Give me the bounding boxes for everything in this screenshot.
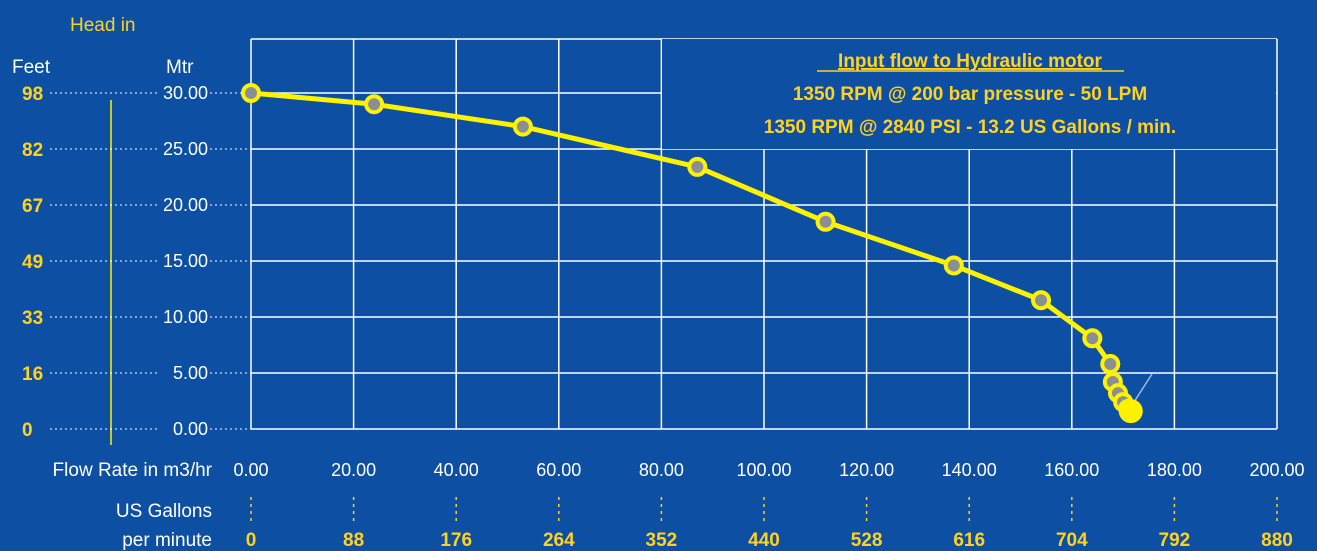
gpm-tick-label: 176 bbox=[440, 530, 472, 551]
feet-tick-label: 16 bbox=[22, 364, 43, 385]
data-point-marker bbox=[241, 83, 261, 103]
gpm-tick-label: 440 bbox=[748, 530, 780, 551]
gpm-tick-label: 264 bbox=[543, 530, 575, 551]
mtr-tick-label-bg bbox=[160, 139, 210, 159]
feet-tick-label: 0 bbox=[22, 420, 33, 441]
mtr-tick-label: 5.00 bbox=[173, 363, 208, 383]
series-layer bbox=[241, 83, 1143, 424]
x-tick-label: 200.00 bbox=[1249, 460, 1304, 480]
annotation-line-2: 1350 RPM @ 2840 PSI - 13.2 US Gallons / … bbox=[764, 117, 1176, 138]
flow-rate-axis-title: Flow Rate in m3/hr bbox=[53, 460, 213, 481]
mtr-tick-label-bg bbox=[160, 307, 210, 327]
feet-tick-label: 98 bbox=[22, 84, 43, 105]
annotation-line-1: 1350 RPM @ 200 bar pressure - 50 LPM bbox=[793, 84, 1147, 105]
gpm-tick-label: 880 bbox=[1261, 530, 1293, 551]
x-tick-label: 180.00 bbox=[1147, 460, 1202, 480]
gpm-tick-label: 352 bbox=[646, 530, 678, 551]
x-tick-label: 160.00 bbox=[1044, 460, 1099, 480]
data-point-marker bbox=[815, 211, 836, 232]
us-gallons-axis-title-line2: per minute bbox=[122, 530, 212, 551]
mtr-tick-label: 25.00 bbox=[163, 139, 208, 159]
mtr-tick-label: 15.00 bbox=[163, 251, 208, 271]
x-tick-label: 100.00 bbox=[736, 460, 791, 480]
mtr-tick-label-bg bbox=[160, 83, 210, 103]
x-tick-label: 0.00 bbox=[233, 460, 268, 480]
y-axis-ticks: 0.00 0 5.00 16 10.00 33 15.00 49 20.00 67 25.00 82 3… bbox=[22, 83, 210, 441]
head-in-label: Head in bbox=[70, 15, 136, 36]
feet-tick-label: 82 bbox=[22, 140, 43, 161]
data-point-marker bbox=[687, 156, 708, 177]
x-tick-label: 140.00 bbox=[942, 460, 997, 480]
x-tick-label: 40.00 bbox=[434, 460, 479, 480]
mtr-label: Mtr bbox=[166, 57, 194, 78]
x-axis-ticks: 0.00 0 20.00 88 40.00 176 60.00 264 80.00 352 100.… bbox=[233, 460, 1304, 551]
feet-tick-label: 49 bbox=[22, 252, 43, 273]
curve-end-leader bbox=[1133, 373, 1153, 403]
mtr-tick-label: 10.00 bbox=[163, 307, 208, 327]
x-tick-label: 20.00 bbox=[331, 460, 376, 480]
feet-label: Feet bbox=[12, 57, 51, 78]
gpm-tick-label: 616 bbox=[953, 530, 985, 551]
us-gallons-axis-title-line1: US Gallons bbox=[116, 501, 212, 522]
gpm-tick-label: 792 bbox=[1159, 530, 1191, 551]
data-point-marker bbox=[943, 255, 964, 276]
mtr-tick-label-bg bbox=[160, 251, 210, 271]
data-point-marker bbox=[1100, 354, 1121, 375]
feet-tick-label: 67 bbox=[22, 196, 43, 217]
gpm-tick-label: 704 bbox=[1056, 530, 1088, 551]
gpm-tick-label: 528 bbox=[851, 530, 883, 551]
annotation-box-mask bbox=[662, 39, 1276, 149]
x-tick-label: 120.00 bbox=[839, 460, 894, 480]
mtr-tick-label: 20.00 bbox=[163, 195, 208, 215]
mtr-tick-label-bg bbox=[160, 419, 210, 439]
feet-tick-label: 33 bbox=[22, 308, 43, 329]
mtr-tick-label-bg bbox=[160, 363, 210, 383]
mtr-tick-label-bg bbox=[160, 195, 210, 215]
mtr-tick-label: 30.00 bbox=[163, 83, 208, 103]
data-point-marker bbox=[1118, 399, 1143, 424]
data-point-marker bbox=[1031, 290, 1052, 311]
data-point-marker bbox=[512, 116, 533, 137]
x-tick-label: 60.00 bbox=[536, 460, 581, 480]
x-tick-label: 80.00 bbox=[639, 460, 684, 480]
gpm-tick-label: 0 bbox=[246, 530, 257, 551]
gpm-tick-label: 88 bbox=[343, 530, 364, 551]
data-point-marker bbox=[1082, 328, 1103, 349]
annotation-title: Input flow to Hydraulic motor bbox=[838, 51, 1102, 72]
data-point-marker bbox=[364, 94, 385, 115]
mtr-tick-label: 0.00 bbox=[173, 419, 208, 439]
